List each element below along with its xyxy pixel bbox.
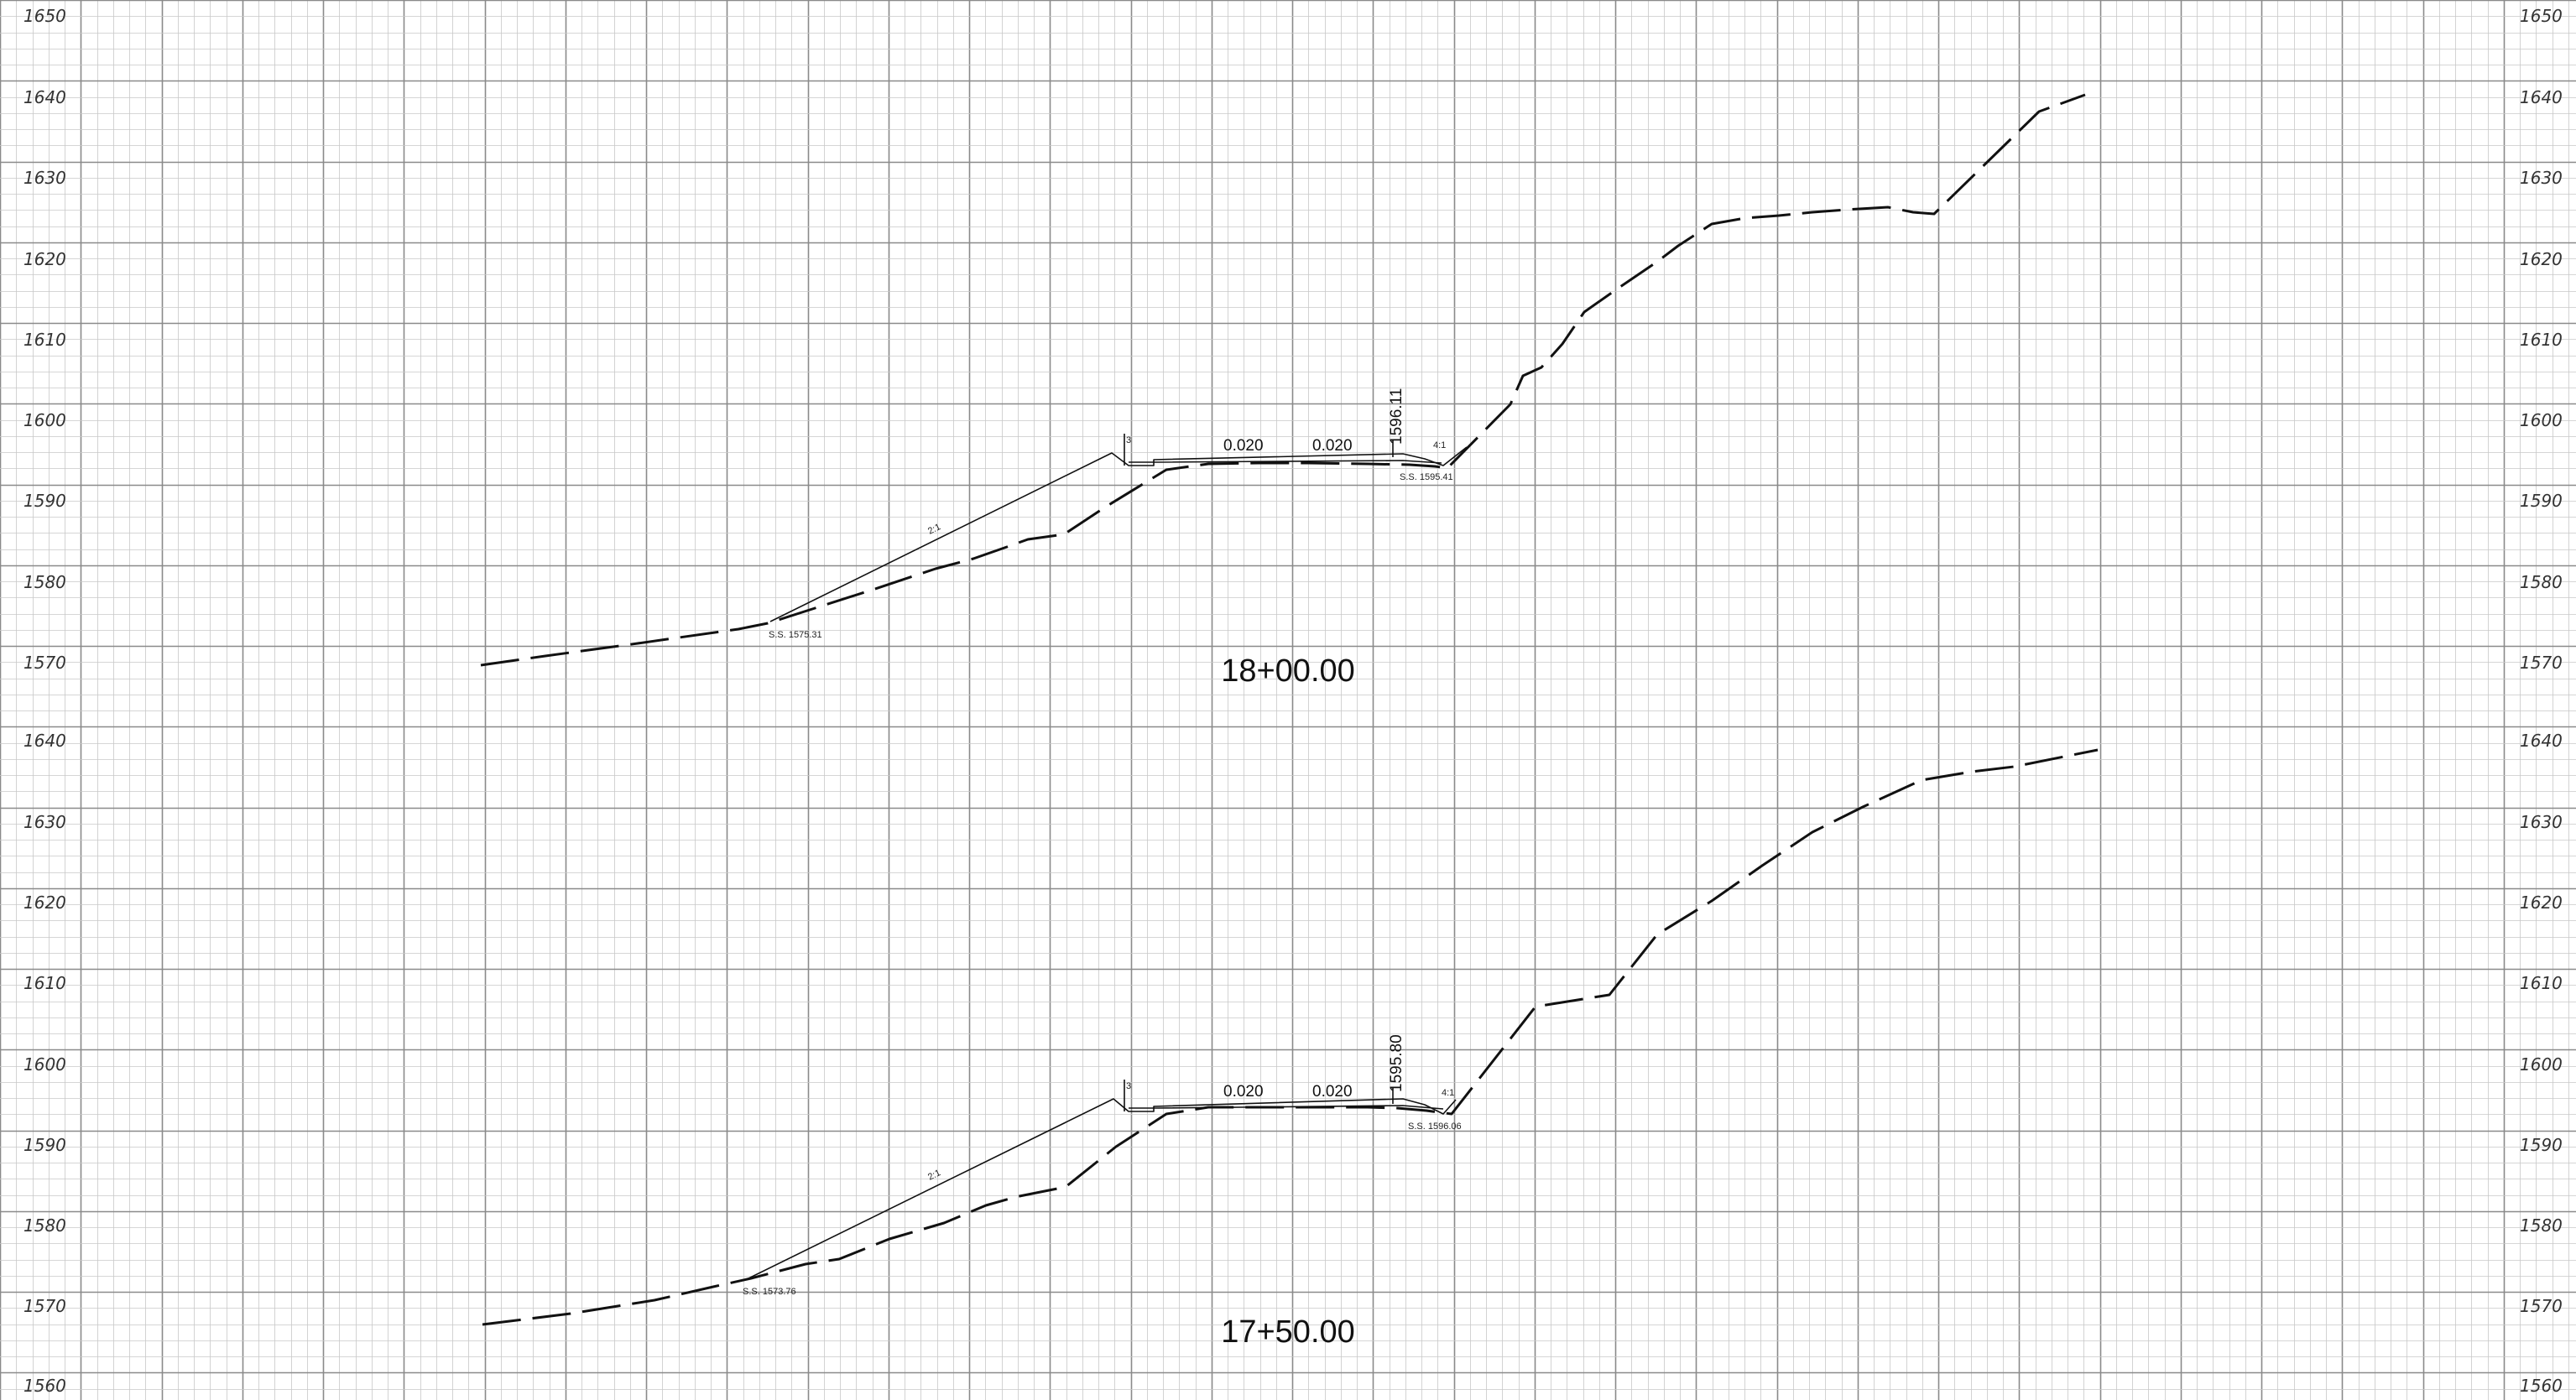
existing-ground-line [480, 93, 2086, 667]
elevation-label: 1620 [2520, 249, 2563, 269]
proposed-roadway-template [769, 434, 1468, 622]
left-catch-point-label: S.S. 1575.31 [769, 630, 822, 640]
left-grade-label: 0.020 [1223, 1083, 1264, 1101]
elevation-labels-right: 1640 1630 1620 1610 1600 1590 1580 1570 … [2520, 731, 2563, 1396]
elevation-labels-left: 1640 1630 1620 1610 1600 1590 1580 1570 … [23, 731, 66, 1396]
elevation-label: 1610 [2520, 330, 2563, 350]
elevation-label: 1570 [23, 653, 66, 673]
elevation-labels-left: 1650 1640 1630 1620 1610 1600 1590 1580 … [23, 6, 66, 673]
elevation-label: 1580 [23, 572, 66, 592]
elevation-label: 1640 [23, 731, 66, 751]
cross-section-lower: 1640 1630 1620 1610 1600 1590 1580 1570 … [23, 731, 2563, 1396]
elevation-label: 1650 [23, 6, 66, 26]
curb-label: 3 [1126, 435, 1131, 445]
elevation-label: 1590 [23, 491, 66, 511]
station-label: 17+50.00 [1221, 1314, 1355, 1350]
crown-elevation-label: 1596.11 [1388, 388, 1405, 445]
elevation-label: 1630 [23, 168, 66, 188]
elevation-label: 1570 [2520, 1296, 2563, 1316]
elevation-label: 1580 [2520, 572, 2563, 592]
elevation-label: 1570 [2520, 653, 2563, 673]
left-slope-label: 2:1 [926, 1168, 942, 1182]
elevation-label: 1560 [23, 1376, 66, 1396]
right-catch-point-label: S.S. 1595.41 [1400, 472, 1453, 482]
elevation-label: 1600 [23, 1054, 66, 1075]
right-slope-label: 4:1 [1433, 440, 1446, 450]
elevation-label: 1620 [23, 893, 66, 913]
crown-elevation-label: 1595.80 [1388, 1034, 1405, 1092]
left-catch-point-label: S.S. 1573.76 [743, 1287, 796, 1297]
right-grade-label: 0.020 [1312, 437, 1353, 455]
existing-ground-line [482, 748, 2099, 1326]
left-slope-label: 2:1 [926, 522, 942, 536]
fill-slope-line [746, 1098, 1457, 1280]
fill-slope-line [769, 446, 1468, 622]
right-catch-point-label: S.S. 1596.06 [1408, 1122, 1462, 1132]
elevation-label: 1590 [23, 1135, 66, 1155]
left-grade-label: 0.020 [1223, 437, 1264, 455]
elevation-label: 1580 [23, 1215, 66, 1236]
elevation-label: 1600 [23, 410, 66, 430]
pavement-bottom-line [1129, 1105, 1444, 1110]
right-grade-label: 0.020 [1312, 1083, 1353, 1101]
elevation-label: 1630 [2520, 168, 2563, 188]
elevation-label: 1610 [23, 973, 66, 993]
elevation-label: 1610 [2520, 973, 2563, 993]
elevation-label: 1590 [2520, 491, 2563, 511]
elevation-label: 1610 [23, 330, 66, 350]
elevation-label: 1570 [23, 1296, 66, 1316]
elevation-label: 1580 [2520, 1215, 2563, 1236]
cross-section-upper: 1650 1640 1630 1620 1610 1600 1590 1580 … [23, 6, 2563, 689]
curb-label: 3 [1126, 1081, 1131, 1091]
right-slope-label: 4:1 [1442, 1088, 1454, 1098]
elevation-label: 1590 [2520, 1135, 2563, 1155]
elevation-label: 1620 [23, 249, 66, 269]
station-label: 18+00.00 [1221, 653, 1355, 689]
elevation-label: 1620 [2520, 893, 2563, 913]
elevation-label: 1600 [2520, 1054, 2563, 1075]
elevation-label: 1630 [2520, 812, 2563, 832]
proposed-roadway-template [746, 1080, 1457, 1280]
pavement-bottom-line [1129, 460, 1442, 464]
elevation-labels-right: 1650 1640 1630 1620 1610 1600 1590 1580 … [2520, 6, 2563, 673]
elevation-label: 1640 [23, 87, 66, 107]
elevation-label: 1630 [23, 812, 66, 832]
elevation-label: 1650 [2520, 6, 2563, 26]
elevation-label: 1640 [2520, 731, 2563, 751]
elevation-label: 1640 [2520, 87, 2563, 107]
elevation-label: 1600 [2520, 410, 2563, 430]
elevation-label: 1560 [2520, 1376, 2563, 1396]
